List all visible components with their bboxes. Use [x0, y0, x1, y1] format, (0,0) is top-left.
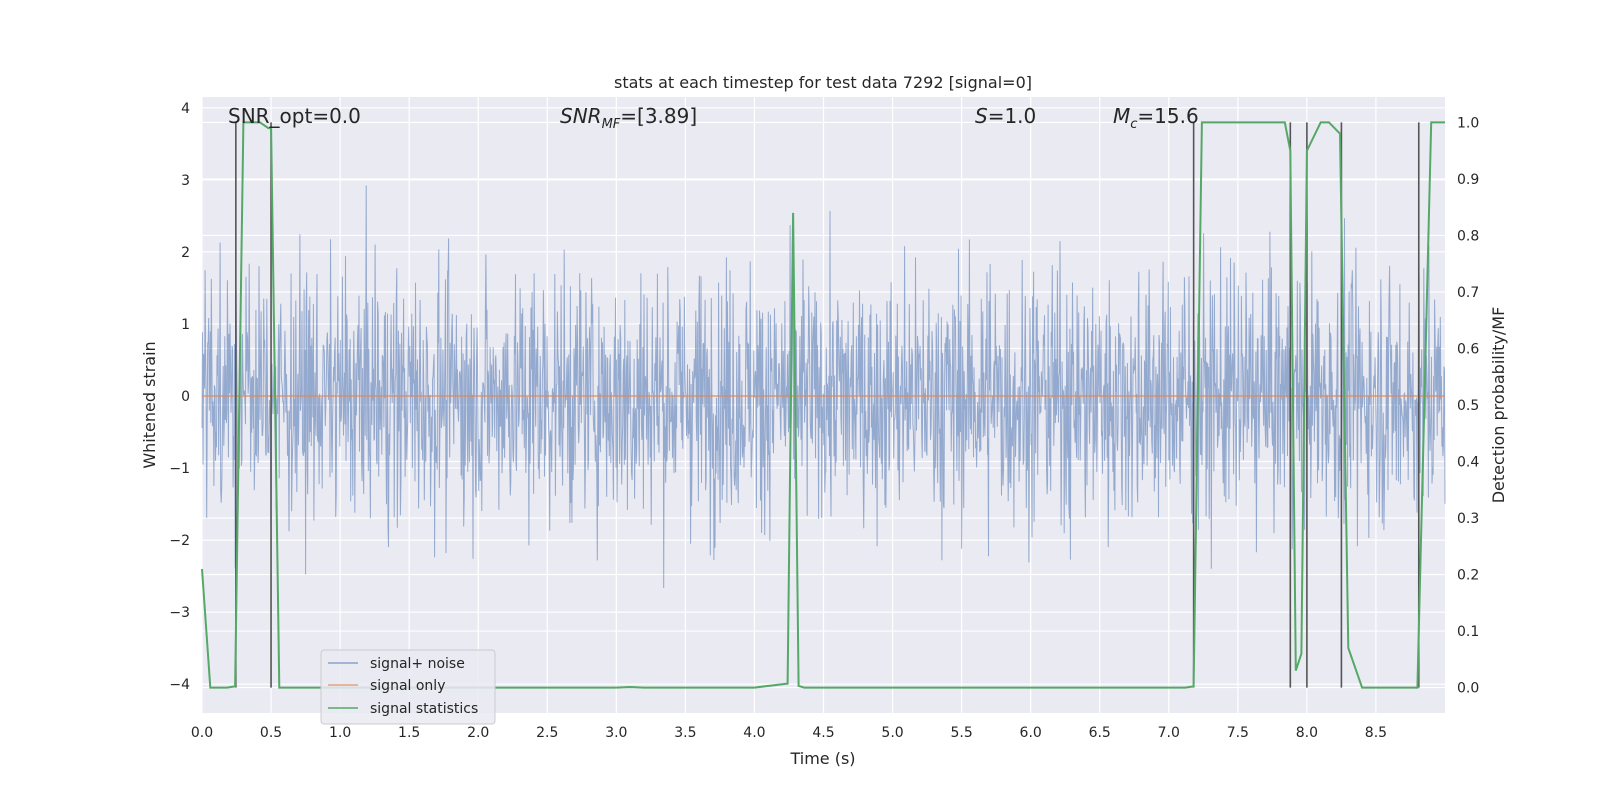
s-value: =1.0 [988, 104, 1037, 128]
y-tick-label: −4 [169, 677, 190, 693]
x-tick-label: 2.5 [536, 725, 558, 741]
signal-statistics-line [201, 121, 1445, 689]
x-tick-label: 4.5 [812, 725, 834, 741]
s-annotation: S=1.0 [975, 104, 1036, 128]
signal-statistics-series [201, 121, 1445, 689]
y2-tick-label: 0.9 [1457, 172, 1479, 188]
x-tick-label: 6.0 [1020, 725, 1042, 741]
y-tick-label: 2 [181, 245, 190, 261]
mc-symbol: M [1113, 104, 1130, 128]
y2-tick-label: 0.0 [1457, 681, 1479, 697]
mc-value: =15.6 [1137, 104, 1198, 128]
signal-noise-line [201, 185, 1446, 589]
x-axis-ticks: 0.0 0.5 1.0 1.5 2.0 2.5 3.0 3.5 4.0 4.5 5.0 5.5 6.0 6… [191, 725, 1387, 741]
y2-axis-title: Detection probability/MF [1489, 307, 1508, 504]
x-axis-title: Time (s) [789, 749, 855, 768]
y2-tick-label: 0.2 [1457, 568, 1479, 584]
snr-mf-prefix: SNR [560, 104, 602, 128]
snr-mf-value: =[3.89] [620, 104, 697, 128]
x-tick-label: 4.0 [743, 725, 765, 741]
x-tick-label: 3.0 [605, 725, 627, 741]
y-tick-label: 3 [181, 173, 190, 189]
x-tick-label: 8.5 [1365, 725, 1387, 741]
y-tick-label: 1 [181, 317, 190, 333]
y-tick-label: 0 [181, 389, 190, 405]
snr-mf-annotation: SNRMF=[3.89] [560, 104, 697, 132]
y-tick-label: −3 [169, 605, 190, 621]
x-tick-label: 8.0 [1296, 725, 1318, 741]
y2-tick-label: 1.0 [1457, 115, 1479, 131]
x-tick-label: 1.0 [329, 725, 351, 741]
legend-label-signal: signal only [370, 678, 445, 694]
x-tick-label: 6.5 [1089, 725, 1111, 741]
x-tick-label: 5.0 [881, 725, 903, 741]
legend-label-stats: signal statistics [370, 701, 478, 717]
y-tick-label: −2 [169, 533, 190, 549]
y-tick-label: −1 [169, 461, 190, 477]
x-tick-label: 2.0 [467, 725, 489, 741]
y2-tick-label: 0.4 [1457, 455, 1479, 471]
y-tick-label: 4 [181, 101, 190, 117]
snr-opt-annotation: SNR_opt=0.0 [228, 104, 361, 128]
x-tick-label: 1.5 [398, 725, 420, 741]
y-axis-title: Whitened strain [140, 341, 159, 468]
vertical-markers [235, 122, 1420, 688]
legend-box [320, 649, 496, 725]
x-tick-label: 3.5 [674, 725, 696, 741]
y2-axis-ticks: 0.0 0.1 0.2 0.3 0.4 0.5 0.6 0.7 0.8 0.9 1.0 [1457, 115, 1479, 696]
x-tick-label: 7.5 [1227, 725, 1249, 741]
mc-annotation: Mc=15.6 [1113, 104, 1199, 132]
legend-label-noise: signal+ noise [370, 656, 465, 672]
legend: signal+ noise signal only signal statist… [320, 649, 496, 725]
y2-tick-label: 0.6 [1457, 341, 1479, 357]
y2-tick-label: 0.3 [1457, 511, 1479, 527]
snr-mf-sub: MF [602, 117, 621, 132]
signal-noise-series [201, 185, 1446, 589]
x-tick-label: 5.5 [950, 725, 972, 741]
x-tick-label: 0.5 [260, 725, 282, 741]
y2-tick-label: 0.7 [1457, 285, 1479, 301]
y2-tick-label: 0.5 [1457, 398, 1479, 414]
chart-title: stats at each timestep for test data 729… [614, 73, 1032, 92]
x-tick-label: 7.0 [1158, 725, 1180, 741]
y-axis-ticks: −4 −3 −2 −1 0 1 2 3 4 [169, 101, 190, 693]
y2-tick-label: 0.1 [1457, 624, 1479, 640]
mc-sub: c [1130, 117, 1137, 132]
y2-tick-label: 0.8 [1457, 228, 1479, 244]
s-symbol: S [975, 104, 988, 128]
x-tick-label: 0.0 [191, 725, 213, 741]
